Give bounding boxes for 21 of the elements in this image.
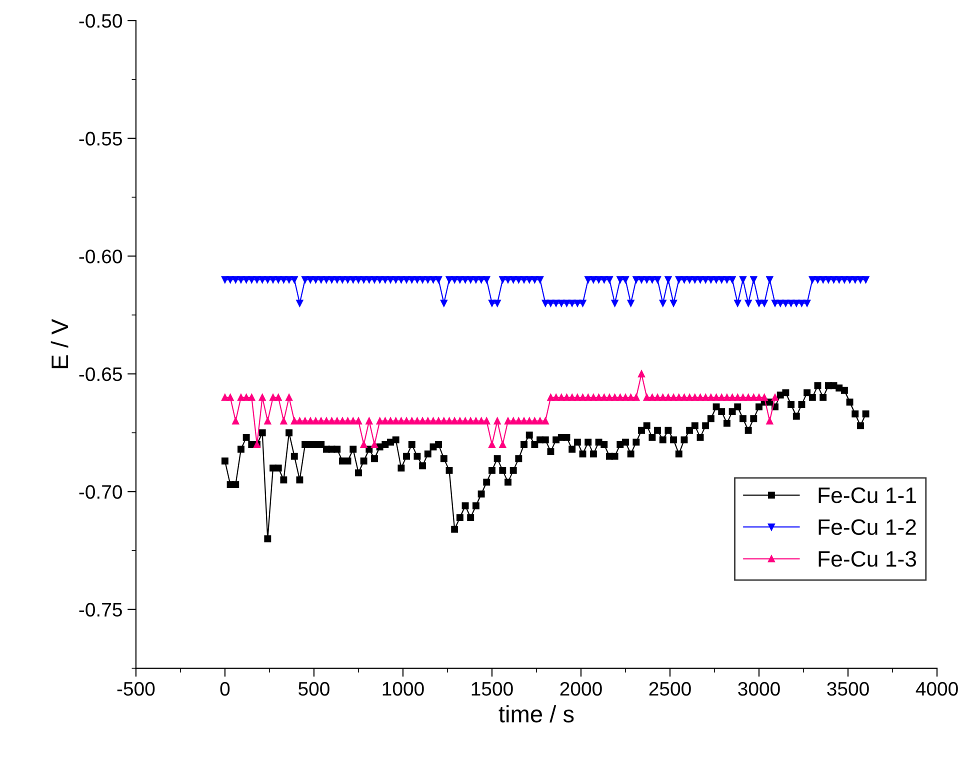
- x-tick-label: 1500: [472, 682, 513, 696]
- y-tick-label: -0.55: [79, 132, 122, 146]
- x-tick-label: 4000: [916, 682, 958, 696]
- y-tick-label: -0.70: [79, 485, 122, 499]
- legend-label: Fe-Cu 1-3: [818, 551, 916, 567]
- legend-label: Fe-Cu 1-1: [818, 487, 916, 504]
- y-tick-label: -0.75: [79, 602, 122, 617]
- x-axis-title: time / s: [498, 705, 574, 722]
- x-tick-label: 500: [298, 682, 330, 696]
- x-tick-label: 2000: [560, 682, 602, 696]
- legend-label: Fe-Cu 1-2: [818, 519, 916, 535]
- y-tick-label: -0.65: [79, 367, 122, 382]
- x-tick-label: 2500: [649, 682, 691, 696]
- y-tick-label: -0.60: [79, 250, 122, 264]
- x-tick-label: 3000: [738, 682, 780, 696]
- x-tick-label: 3500: [827, 682, 869, 696]
- x-tick-label: 1000: [382, 682, 424, 696]
- y-axis-title: E / V: [50, 318, 68, 368]
- x-tick-label: 0: [220, 682, 230, 696]
- y-tick-label: -0.50: [79, 14, 122, 28]
- x-tick-label: -500: [117, 682, 155, 696]
